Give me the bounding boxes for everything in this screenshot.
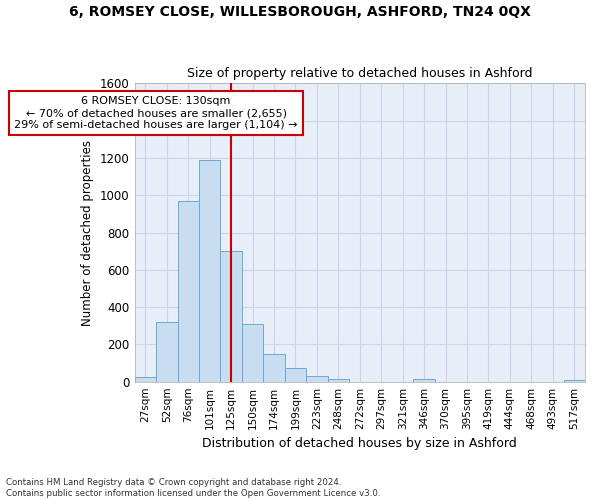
Bar	[328, 379, 349, 382]
Bar	[134, 377, 156, 382]
X-axis label: Distribution of detached houses by size in Ashford: Distribution of detached houses by size …	[202, 437, 517, 450]
Bar	[242, 324, 263, 382]
Bar	[199, 160, 220, 382]
Title: Size of property relative to detached houses in Ashford: Size of property relative to detached ho…	[187, 66, 533, 80]
Text: 6, ROMSEY CLOSE, WILLESBOROUGH, ASHFORD, TN24 0QX: 6, ROMSEY CLOSE, WILLESBOROUGH, ASHFORD,…	[69, 5, 531, 19]
Bar	[285, 368, 306, 382]
Bar	[156, 322, 178, 382]
Bar	[306, 376, 328, 382]
Bar	[413, 379, 435, 382]
Bar	[178, 201, 199, 382]
Bar	[263, 354, 285, 382]
Bar	[220, 251, 242, 382]
Text: 6 ROMSEY CLOSE: 130sqm
← 70% of detached houses are smaller (2,655)
29% of semi-: 6 ROMSEY CLOSE: 130sqm ← 70% of detached…	[14, 96, 298, 130]
Text: Contains HM Land Registry data © Crown copyright and database right 2024.
Contai: Contains HM Land Registry data © Crown c…	[6, 478, 380, 498]
Y-axis label: Number of detached properties: Number of detached properties	[82, 140, 94, 326]
Bar	[563, 380, 585, 382]
